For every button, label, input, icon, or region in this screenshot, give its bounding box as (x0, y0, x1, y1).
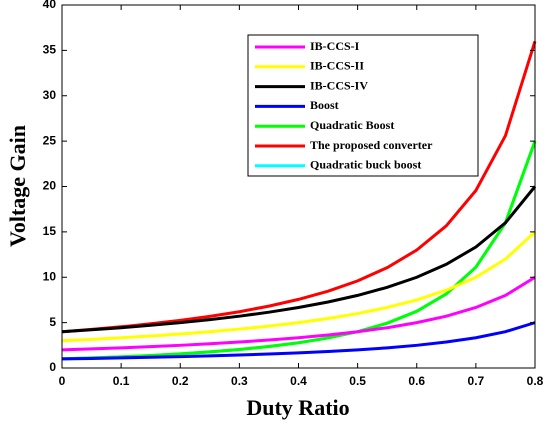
legend-label: Quadratic Boost (310, 118, 394, 132)
legend-label: The proposed converter (310, 138, 433, 152)
y-tick-label: 40 (43, 0, 57, 11)
x-axis-title: Duty Ratio (246, 395, 349, 420)
y-tick-label: 20 (43, 179, 57, 193)
y-axis-title: Voltage Gain (5, 125, 30, 247)
x-tick-label: 0.5 (349, 374, 366, 388)
series-line (61, 321, 536, 361)
x-tick-label: 0.2 (172, 374, 189, 388)
y-tick-label: 30 (43, 88, 57, 102)
legend-label: Quadratic buck boost (310, 158, 421, 172)
legend-label: IB-CCS-I (310, 39, 360, 53)
x-tick-label: 0.4 (290, 374, 307, 388)
x-tick-label: 0.3 (231, 374, 248, 388)
x-tick-label: 0.1 (113, 374, 130, 388)
series-line (61, 230, 537, 343)
y-tick-label: 25 (43, 133, 57, 147)
x-tick-label: 0 (59, 374, 66, 388)
y-tick-label: 5 (49, 315, 56, 329)
y-tick-label: 35 (43, 43, 57, 57)
legend-label: IB-CCS-II (310, 59, 364, 73)
legend-label: Boost (310, 98, 339, 112)
y-tick-label: 0 (49, 360, 56, 374)
legend-label: IB-CCS-IV (310, 78, 368, 92)
series-line (61, 185, 537, 334)
y-tick-label: 15 (43, 224, 57, 238)
x-tick-label: 0.6 (408, 374, 425, 388)
x-tick-label: 0.8 (527, 374, 544, 388)
y-tick-label: 10 (43, 269, 57, 283)
series-line (61, 275, 536, 352)
x-tick-label: 0.7 (468, 374, 485, 388)
